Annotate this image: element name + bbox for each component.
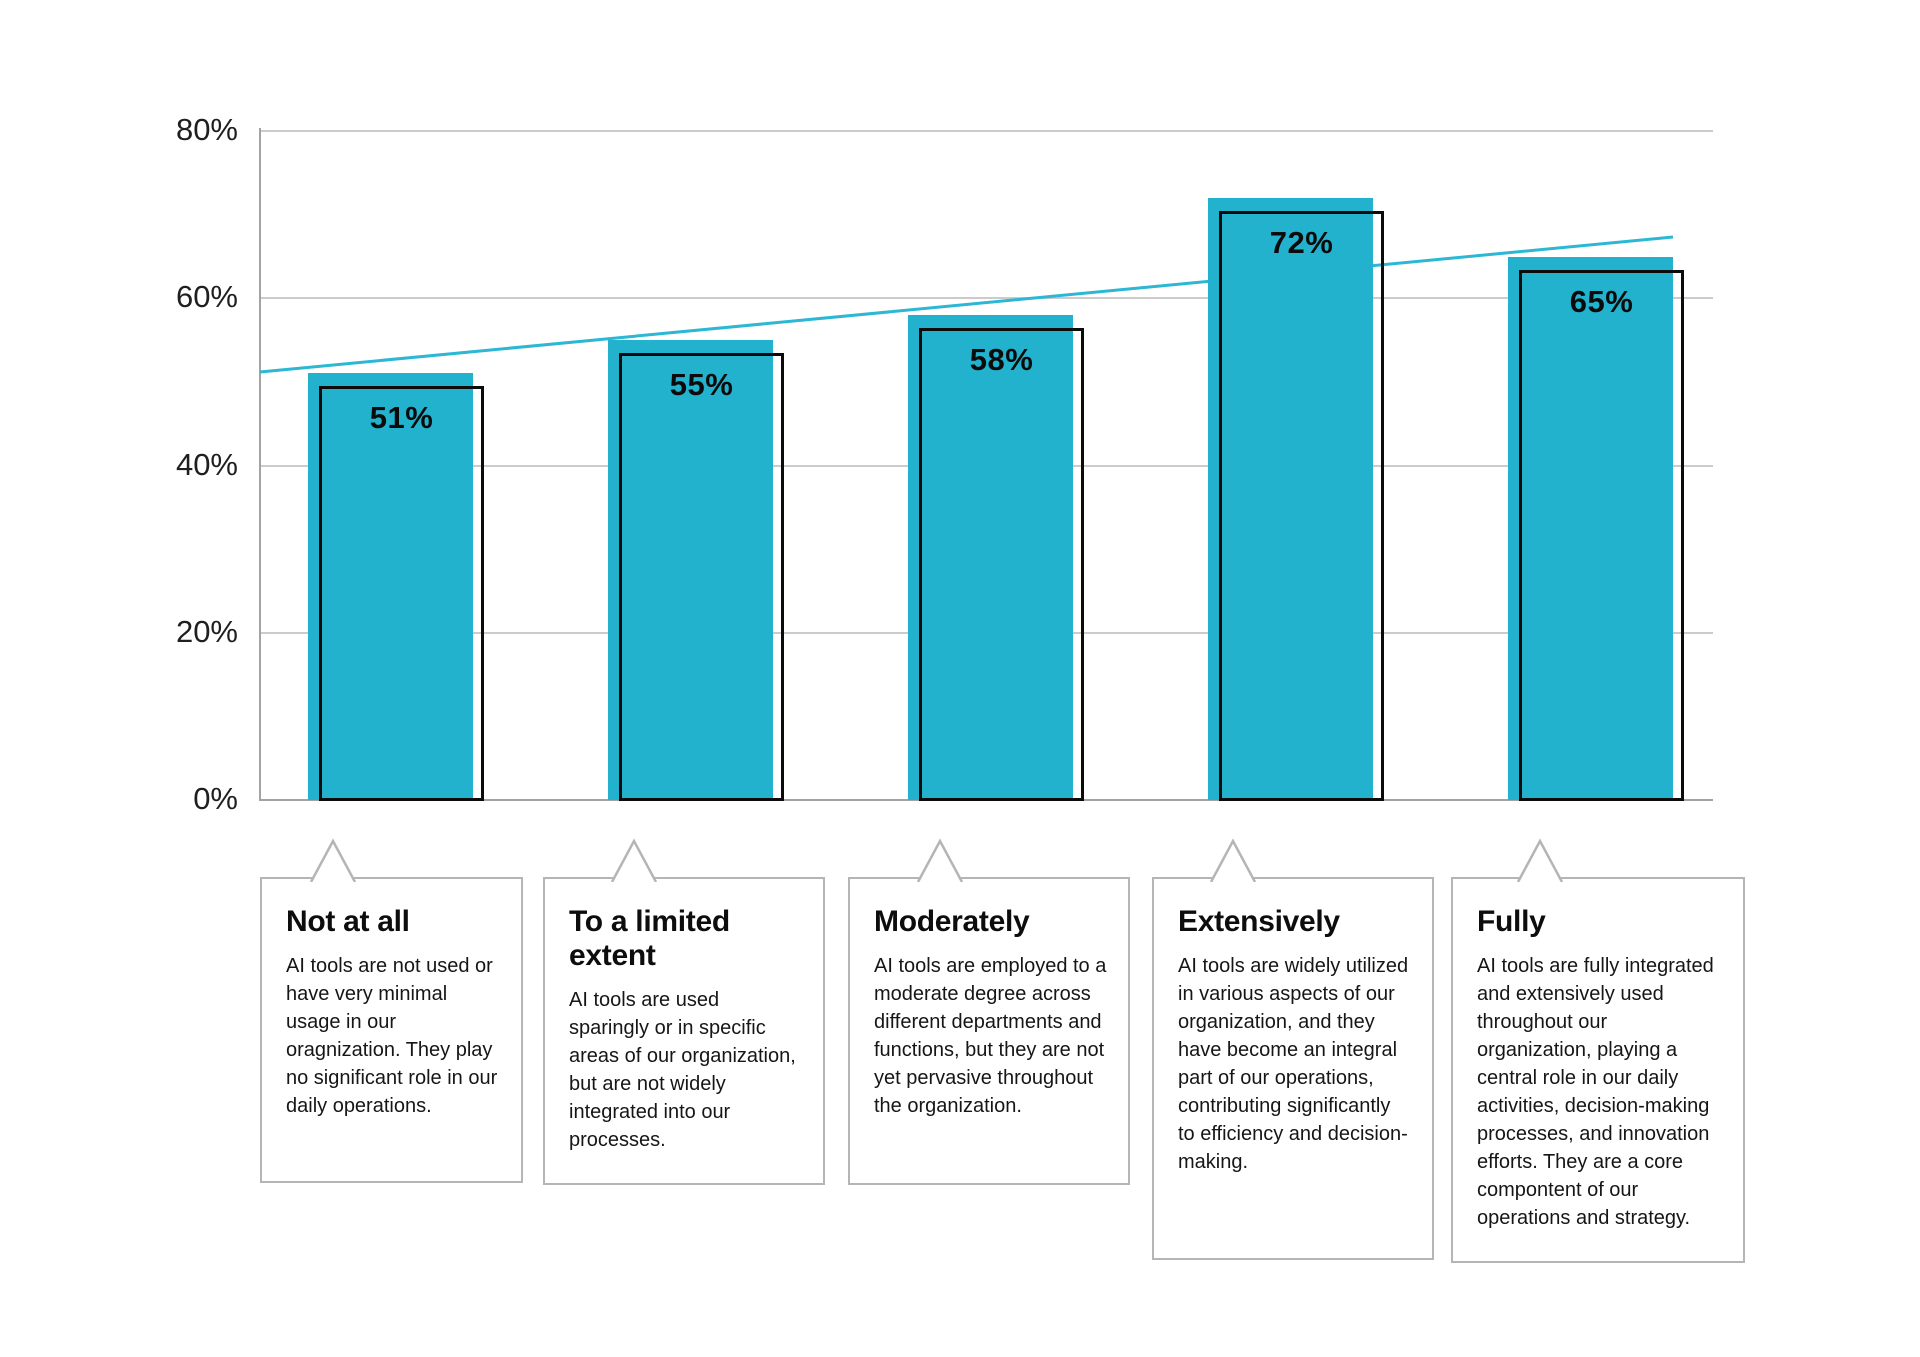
y-axis-line bbox=[259, 128, 261, 801]
gridline-60 bbox=[260, 297, 1713, 299]
bar-moderately bbox=[908, 315, 1073, 800]
callout-extensively: Extensively AI tools are widely utilized… bbox=[1152, 838, 1434, 1260]
y-tick-label-40: 40% bbox=[175, 447, 238, 482]
callout-title: Fully bbox=[1477, 905, 1546, 938]
callout-pointer-icon bbox=[1516, 838, 1564, 882]
callout-limited-extent: To a limited extent AI tools are used sp… bbox=[543, 838, 825, 1185]
callout-pointer-icon bbox=[916, 838, 964, 882]
bar-outline-fully bbox=[1519, 270, 1684, 801]
y-tick-label-60: 60% bbox=[175, 279, 238, 314]
bar-value-label-extensively: 72% bbox=[1269, 225, 1334, 260]
callout-body: AI tools are used sparingly or in specif… bbox=[569, 989, 796, 1151]
bar-value-label-moderately: 58% bbox=[969, 342, 1034, 377]
y-tick-label-0: 0% bbox=[193, 781, 238, 816]
callout-title: Not at all bbox=[286, 905, 410, 938]
bar-limited-extent bbox=[608, 340, 773, 800]
callout-pointer-icon bbox=[610, 838, 658, 882]
bar-outline-extensively bbox=[1219, 211, 1384, 801]
bar-value-label-fully: 65% bbox=[1569, 284, 1634, 319]
bar-outline-not-at-all bbox=[319, 386, 484, 801]
callout-body: AI tools are not used or have very minim… bbox=[286, 955, 498, 1117]
callout-body: AI tools are fully integrated and extens… bbox=[1477, 955, 1714, 1229]
callout-fully: Fully AI tools are fully integrated and … bbox=[1451, 838, 1745, 1263]
y-tick-label-80: 80% bbox=[175, 112, 238, 147]
callout-moderately: Moderately AI tools are employed to a mo… bbox=[848, 838, 1130, 1185]
bar-value-label-limited-extent: 55% bbox=[669, 367, 734, 402]
callout-title: Extensively bbox=[1178, 905, 1340, 938]
y-tick-label-20: 20% bbox=[175, 614, 238, 649]
bar-outline-moderately bbox=[919, 328, 1084, 801]
bar-fully bbox=[1508, 257, 1673, 800]
bar-extensively bbox=[1208, 198, 1373, 800]
callout-pointer-icon bbox=[1209, 838, 1257, 882]
callout-not-at-all: Not at all AI tools are not used or have… bbox=[260, 838, 523, 1183]
callout-body: AI tools are employed to a moderate degr… bbox=[874, 955, 1107, 1117]
bar-not-at-all bbox=[308, 373, 473, 800]
callout-body: AI tools are widely utilized in various … bbox=[1178, 955, 1409, 1173]
callout-title: To a limited extent bbox=[569, 905, 730, 972]
callout-title: Moderately bbox=[874, 905, 1030, 938]
bar-value-label-not-at-all: 51% bbox=[369, 400, 434, 435]
gridline-80 bbox=[260, 130, 1713, 132]
callout-pointer-icon bbox=[309, 838, 357, 882]
bar-outline-limited-extent bbox=[619, 353, 784, 801]
